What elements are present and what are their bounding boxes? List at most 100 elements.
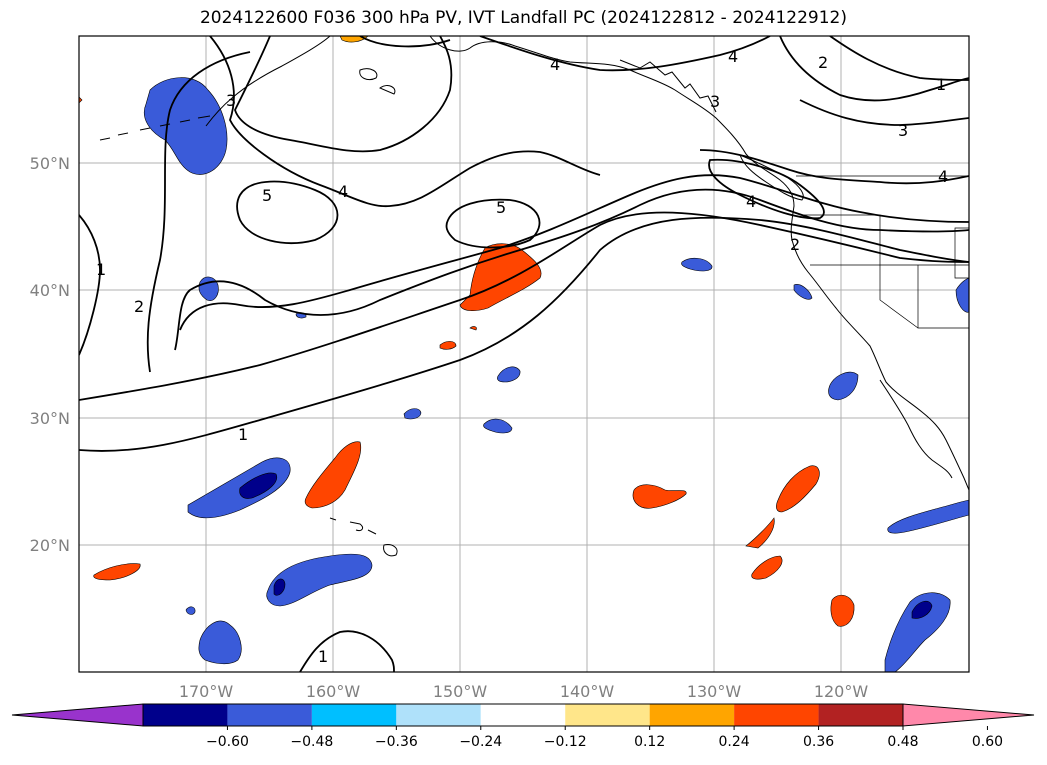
contour-label-3-nw: 3 [226, 91, 236, 110]
contour-4-band [179, 174, 969, 331]
lon-label-130w: 130°W [687, 682, 742, 701]
contour-label-3-coast: 3 [710, 92, 720, 111]
blue-blob-42n-130w [681, 257, 713, 272]
colorbar-extend-low [11, 703, 144, 727]
orange-blob-17n [93, 563, 141, 581]
baja-california [879, 379, 953, 479]
contour-3-nw [234, 36, 453, 153]
colorbar-bin-7 [649, 704, 735, 726]
contour-label-1-bottom: 1 [318, 647, 328, 666]
se-alaska-coast [619, 59, 717, 113]
contour-5-west [236, 180, 339, 244]
blue-blob-hawaii-south [266, 553, 373, 607]
contour-5-central [445, 198, 541, 249]
gridlines [79, 36, 969, 672]
map-panel [79, 36, 969, 672]
contour-3-ne [699, 149, 969, 185]
political-borders [796, 175, 969, 329]
contour-2-loop [146, 51, 251, 373]
colorbar-tick-label: 0.24 [719, 734, 750, 750]
positive-anomaly-areas [79, 36, 855, 627]
map-title: 2024122600 F036 300 hPa PV, IVT Landfall… [199, 8, 847, 28]
contour-4-ne [708, 158, 825, 220]
orange-blob-landfall-source [459, 243, 542, 311]
contour-2-south [79, 211, 969, 401]
contour-1-bottom [299, 630, 395, 672]
contour-label-5-central: 5 [496, 198, 506, 217]
contour-label-4-nak: 4 [550, 55, 560, 74]
blue-blob-40n-coast [955, 277, 969, 313]
longitude-labels: 170°W 160°W 150°W 140°W 130°W 120°W [179, 682, 869, 701]
lon-label-150w: 150°W [433, 682, 488, 701]
lon-label-120w: 120°W [814, 682, 869, 701]
orange-blob-24n-124w [776, 465, 820, 513]
contour-label-4-ak: 4 [728, 47, 738, 66]
contour-2-ne [779, 36, 969, 102]
contour-label-4-ne: 4 [938, 167, 948, 186]
colorbar-tick-label: −0.12 [544, 734, 587, 750]
contour-label-4-west: 4 [338, 182, 348, 201]
colorbar-bin-8 [734, 704, 819, 726]
contour-1-south [79, 216, 969, 452]
colorbar-tick-label: 0.12 [634, 734, 665, 750]
colorbar-bin-2 [227, 704, 312, 726]
blue-blob-tiny-13n [185, 606, 196, 615]
lat-label-30n: 30°N [30, 409, 70, 428]
colorbar-bin-4 [396, 704, 481, 726]
colorbar-bin-9 [818, 704, 903, 726]
lon-label-140w: 140°W [560, 682, 615, 701]
colorbar-tick-label: −0.24 [459, 734, 502, 750]
latitude-labels: 50°N 40°N 30°N 20°N [30, 154, 70, 555]
blue-blob-40n-124w [793, 284, 813, 300]
contour-3-ne-band [799, 99, 969, 126]
blue-blob-hawaii-north [187, 457, 291, 519]
blue-blob-23n-baja [887, 499, 969, 534]
colorbar-extend-high [902, 703, 1035, 727]
washington-oregon-border [800, 214, 969, 266]
colorbar-tick-label: −0.60 [206, 734, 249, 750]
colorbar-tick-label: 0.60 [972, 734, 1003, 750]
orange-blob-15n-120w [830, 594, 855, 627]
contour-label-1-west: 1 [96, 260, 106, 279]
contour-4-ak [359, 36, 451, 48]
contour-label-3-ne: 3 [898, 121, 908, 140]
contour-4-north [209, 36, 601, 208]
contour-3-south [174, 188, 969, 351]
colorbar: −0.60 −0.48 −0.36 −0.24 −0.12 0.12 0.24 0.36 0.4… [11, 703, 1035, 750]
lon-label-170w: 170°W [179, 682, 234, 701]
navy-core-hawaii-north [239, 472, 278, 499]
contour-label-1-south: 1 [238, 425, 248, 444]
blue-blob-small-32n [497, 366, 521, 383]
colorbar-tick-label: −0.48 [290, 734, 333, 750]
california-nevada-diagonal [879, 265, 919, 329]
pv-contours [79, 36, 969, 672]
contour-label-2-west: 2 [134, 297, 144, 316]
navy-core-15n-coast [911, 600, 933, 619]
map-frame [78, 35, 970, 673]
colorbar-tick-label: 0.36 [803, 734, 834, 750]
blue-blob-small-30n [403, 408, 422, 420]
contour-label-4-coast: 4 [746, 192, 756, 211]
contour-label-2-ne: 2 [818, 53, 828, 72]
contour-label-2-coast: 2 [790, 235, 800, 254]
blue-blob-small-29n [483, 418, 513, 434]
alaska-peninsula [205, 36, 331, 127]
contour-label-5-west: 5 [262, 186, 272, 205]
orange-blob-23n-135w [632, 484, 687, 509]
contour-labels: 1 1 2 3 4 5 5 4 4 3 4 2 2 1 3 4 1 [96, 47, 948, 666]
colorbar-outline [142, 703, 904, 727]
orange-blob-20n-127w [745, 517, 775, 549]
colorbar-bin-1 [143, 704, 228, 726]
kodiak-islands [359, 68, 396, 95]
contour-1-west [79, 214, 101, 356]
blue-blob-aleutian [144, 77, 228, 175]
orange-blob-edge-56n [79, 96, 83, 104]
hawaiian-islands [329, 517, 398, 557]
navy-core-hawaii-south [273, 578, 286, 596]
contour-1-ne [829, 36, 969, 81]
colorbar-bin-3 [311, 704, 397, 726]
contour-4-nak [479, 36, 771, 72]
blue-blob-33n-120w [828, 371, 859, 401]
colorbar-bin-6 [565, 704, 650, 726]
